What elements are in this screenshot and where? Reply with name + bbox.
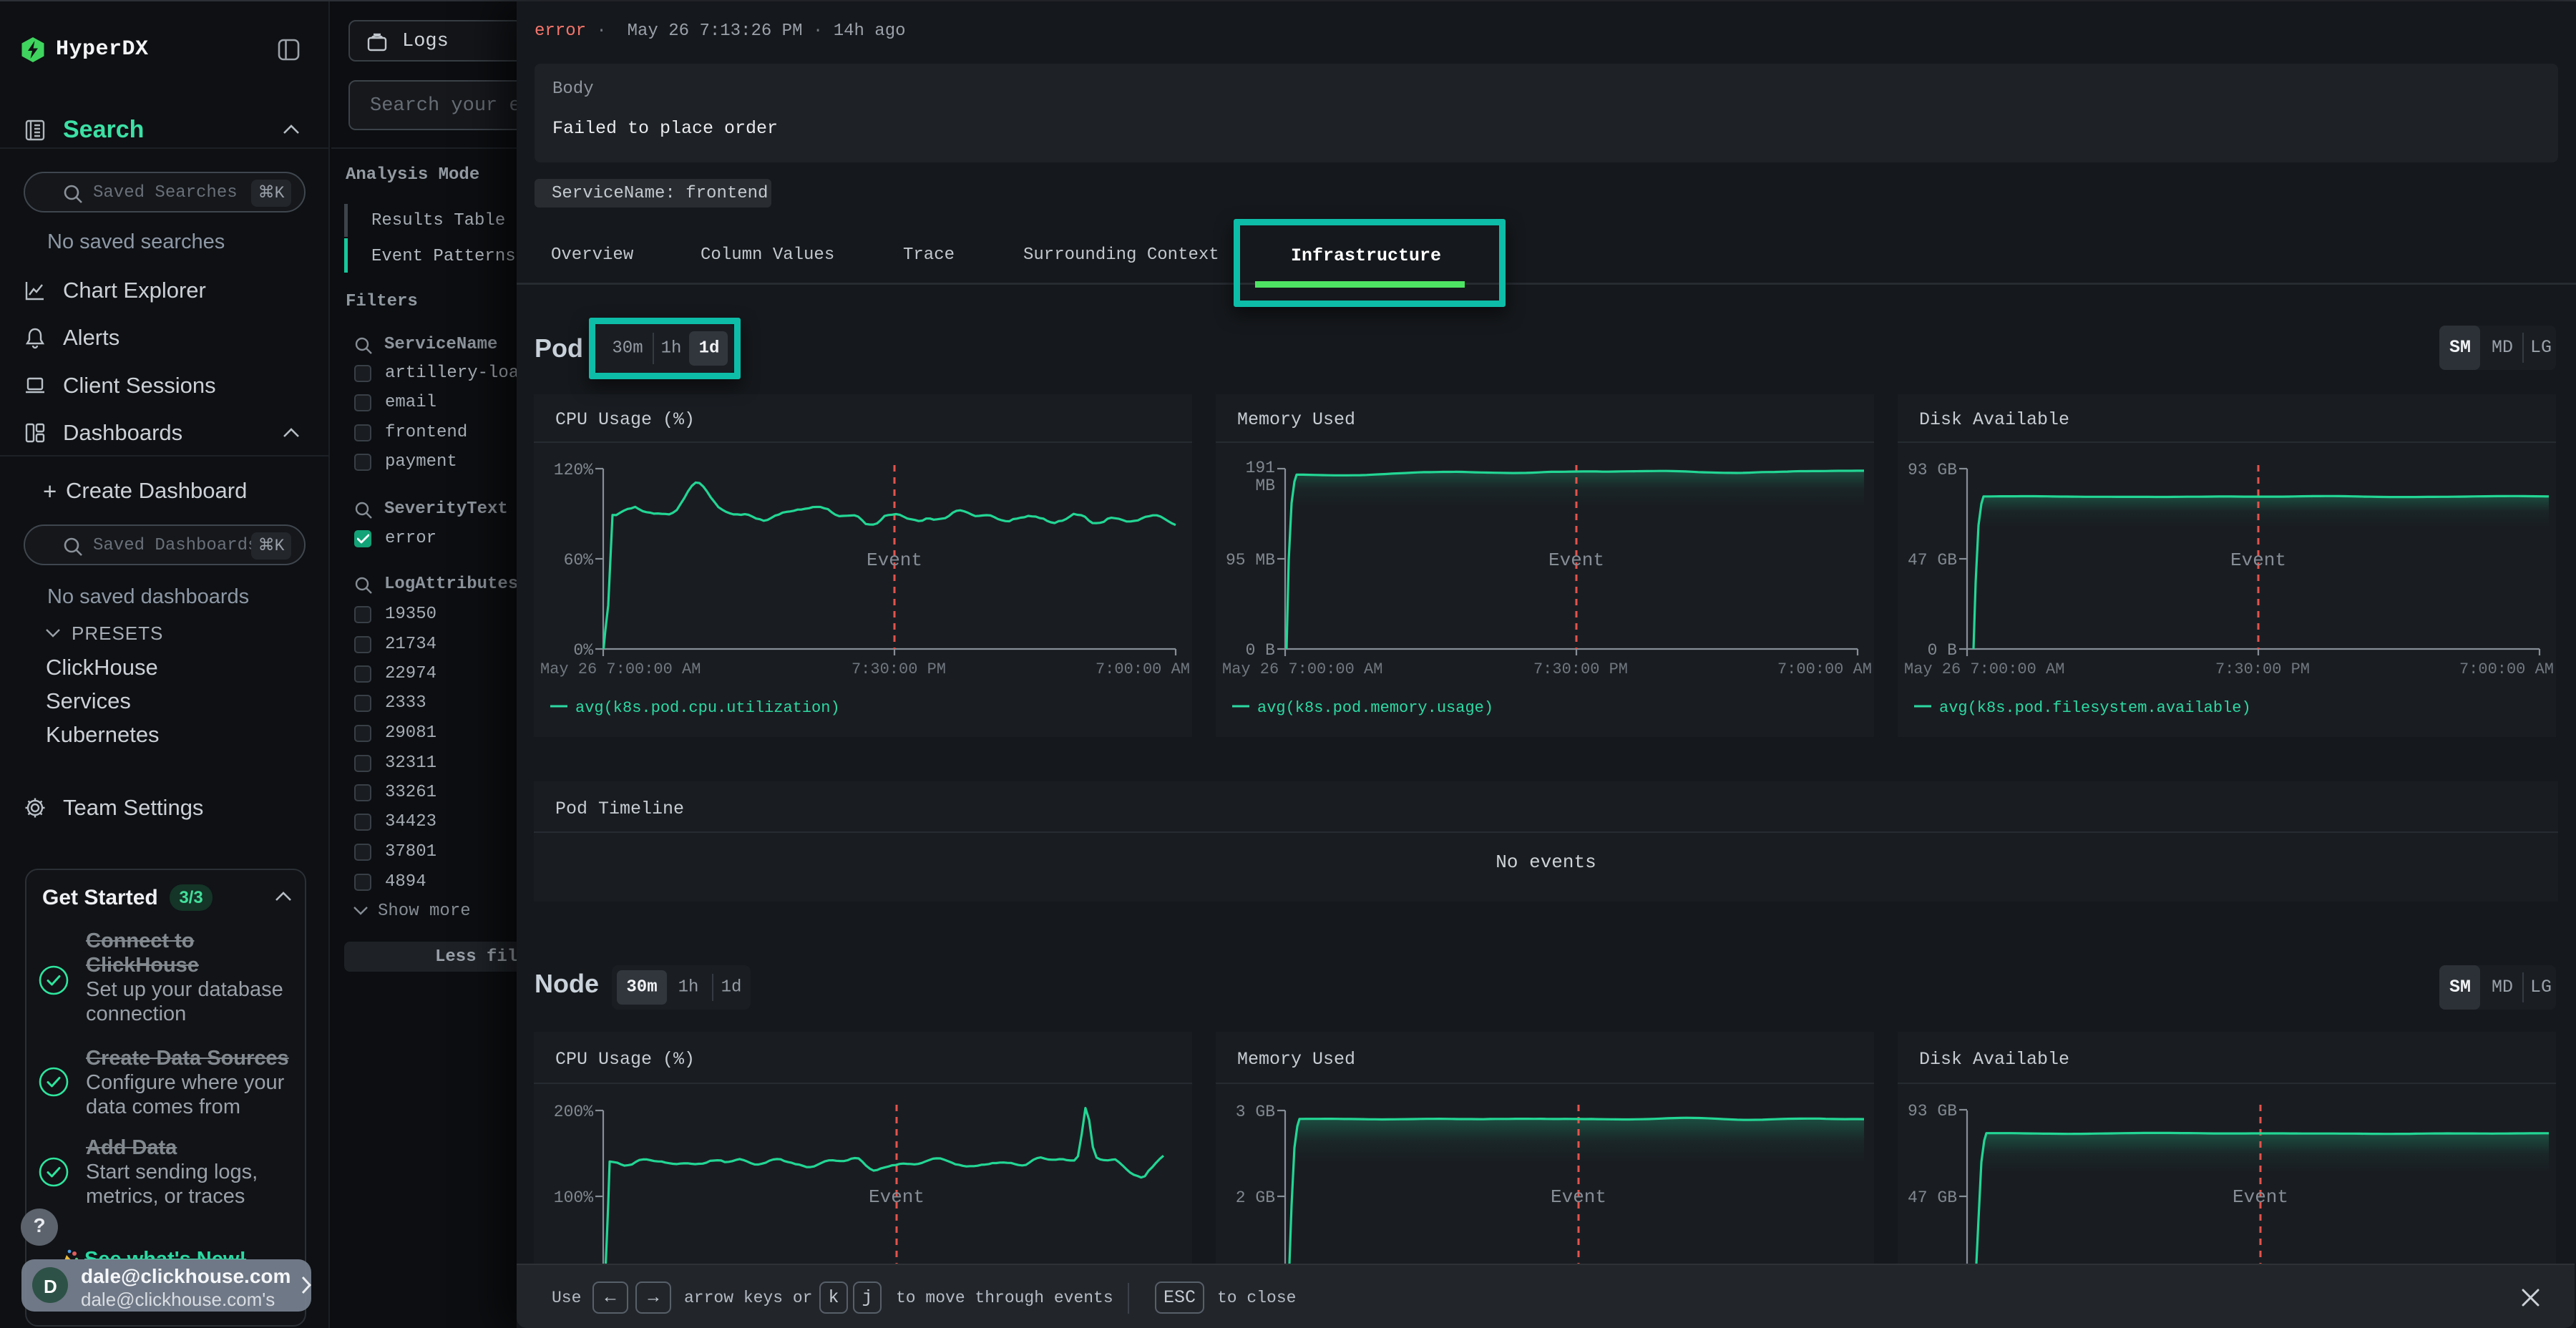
svg-text:Event: Event [867,550,922,571]
svg-text:100%: 100% [554,1188,593,1207]
svg-text:2 GB: 2 GB [1236,1188,1275,1207]
svg-text:7:00:00 AM: 7:00:00 AM [2459,660,2554,678]
svg-text:93 GB: 93 GB [1908,461,1957,479]
svg-text:MB: MB [1255,477,1275,495]
svg-text:0 B: 0 B [1928,641,1957,660]
svg-text:47 GB: 47 GB [1908,1188,1957,1207]
svg-text:Event: Event [1548,550,1604,571]
svg-text:7:30:00 PM: 7:30:00 PM [1533,660,1628,678]
svg-text:Event: Event [1551,1186,1606,1208]
svg-text:7:30:00 PM: 7:30:00 PM [2215,660,2310,678]
svg-text:7:30:00 PM: 7:30:00 PM [852,660,946,678]
svg-text:0%: 0% [573,641,593,660]
svg-text:93 GB: 93 GB [1908,1102,1957,1120]
svg-text:May 26 7:00:00 AM: May 26 7:00:00 AM [540,660,701,678]
svg-text:120%: 120% [554,461,593,479]
svg-text:Event: Event [869,1186,924,1208]
svg-text:200%: 200% [554,1103,593,1121]
svg-text:95 MB: 95 MB [1226,551,1275,570]
svg-text:Event: Event [2233,1186,2288,1208]
svg-text:avg(k8s.pod.filesystem.availab: avg(k8s.pod.filesystem.available) [1939,699,2251,717]
svg-text:191: 191 [1246,459,1275,477]
svg-text:60%: 60% [564,551,594,570]
svg-text:avg(k8s.pod.memory.usage): avg(k8s.pod.memory.usage) [1257,699,1493,717]
svg-text:47 GB: 47 GB [1908,551,1957,570]
svg-text:avg(k8s.pod.cpu.utilization): avg(k8s.pod.cpu.utilization) [575,699,840,717]
svg-text:3 GB: 3 GB [1236,1103,1275,1121]
svg-text:7:00:00 AM: 7:00:00 AM [1777,660,1872,678]
svg-text:7:00:00 AM: 7:00:00 AM [1096,660,1190,678]
svg-text:May 26 7:00:00 AM: May 26 7:00:00 AM [1222,660,1382,678]
svg-text:May 26 7:00:00 AM: May 26 7:00:00 AM [1904,660,2064,678]
svg-text:0 B: 0 B [1246,641,1275,660]
svg-text:Event: Event [2230,550,2286,571]
